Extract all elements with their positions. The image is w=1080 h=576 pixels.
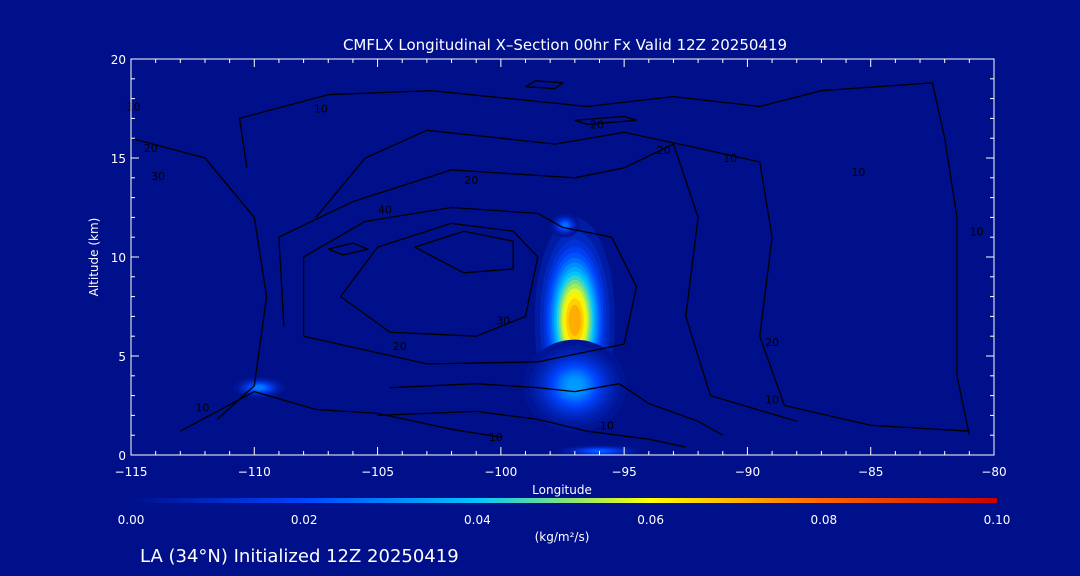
- x-tick-label: −95: [611, 465, 636, 479]
- contour-labels: 10 20 30 10 20 20 20 10 10 10 40 30 20 20 10 10 10 10: [126, 101, 983, 445]
- contour-label: 10: [970, 225, 984, 238]
- footer-caption: LA (34°N) Initialized 12Z 20250419: [140, 546, 459, 567]
- contour-label: 10: [196, 401, 210, 414]
- y-tick-label: 20: [111, 53, 126, 67]
- colorbar: 0.00 0.02 0.04 0.06 0.08 0.10 (kg/m²/s): [118, 498, 1011, 544]
- contour-label: 10: [723, 152, 737, 165]
- contour-label: 30: [496, 314, 510, 327]
- contour-line: [389, 383, 724, 436]
- contour-label: 30: [151, 170, 165, 183]
- colorbar-tick-label: 0.04: [464, 513, 491, 527]
- contour-label: 20: [590, 118, 604, 131]
- contour-line: [131, 137, 268, 420]
- plot-area: 10 20 30 10 20 20 20 10 10 10 40 30 20 20 10 10 10 10: [126, 58, 995, 456]
- shading-feature: [550, 213, 580, 238]
- contour-line: [315, 129, 970, 432]
- y-tick-label: 15: [111, 152, 126, 166]
- contour-label: 40: [378, 203, 392, 216]
- x-axis: −115 −110 −105 −100 −95 −90 −85 −80: [115, 59, 1007, 479]
- colorbar-ticks: 0.00 0.02 0.04 0.06 0.08 0.10: [118, 513, 1011, 527]
- x-tick-label: −100: [484, 465, 517, 479]
- contour-label: 10: [600, 419, 614, 432]
- contour-line: [238, 82, 970, 436]
- y-tick-label: 5: [118, 350, 126, 364]
- contour-line: [377, 410, 686, 448]
- shading-feature: [233, 376, 286, 399]
- contour-label: 20: [765, 336, 779, 349]
- colorbar-tick-label: 0.02: [291, 513, 318, 527]
- contour-line: [302, 206, 638, 365]
- shading-band: [562, 223, 568, 228]
- x-tick-label: −115: [115, 465, 148, 479]
- y-tick-label: 0: [118, 449, 126, 463]
- colorbar-strip: [131, 498, 997, 503]
- contour-label: 10: [126, 101, 140, 114]
- contour-label: 20: [657, 144, 671, 157]
- contour-lines: [131, 80, 970, 448]
- contour-label: 10: [851, 166, 865, 179]
- colorbar-tick-label: 0.06: [637, 513, 664, 527]
- contour-line: [328, 242, 370, 256]
- colorbar-tick-label: 0.08: [810, 513, 837, 527]
- x-tick-label: −105: [361, 465, 394, 479]
- chart-title: CMFLX Longitudinal X–Section 00hr Fx Val…: [343, 36, 787, 54]
- shading-band: [566, 378, 583, 393]
- contour-line: [278, 143, 797, 422]
- contour-label: 20: [393, 340, 407, 353]
- y-axis-label: Altitude (km): [87, 218, 101, 297]
- y-tick-label: 10: [111, 251, 126, 265]
- colorbar-tick-label: 0.00: [118, 513, 145, 527]
- shading-feature: [523, 339, 627, 432]
- x-tick-label: −80: [981, 465, 1006, 479]
- shading-band: [254, 385, 264, 390]
- x-axis-label: Longitude: [532, 483, 592, 497]
- flux-shading: [233, 213, 643, 455]
- x-tick-label: −110: [238, 465, 271, 479]
- contour-line: [525, 80, 565, 90]
- colorbar-tick-label: 0.10: [984, 513, 1011, 527]
- y-axis: 0 5 10 15 20: [111, 53, 994, 463]
- contour-line: [340, 222, 539, 337]
- contour-line: [574, 115, 637, 125]
- x-tick-label: −85: [858, 465, 883, 479]
- contour-label: 10: [489, 431, 503, 444]
- contour-label: 20: [464, 174, 478, 187]
- contour-line: [179, 390, 502, 438]
- shading-band: [568, 304, 582, 336]
- x-tick-label: −90: [735, 465, 760, 479]
- contour-label: 20: [144, 142, 158, 155]
- contour-line: [414, 230, 514, 274]
- contour-label: 10: [765, 394, 779, 407]
- colorbar-unit-label: (kg/m²/s): [535, 530, 590, 544]
- contour-label: 10: [314, 103, 328, 116]
